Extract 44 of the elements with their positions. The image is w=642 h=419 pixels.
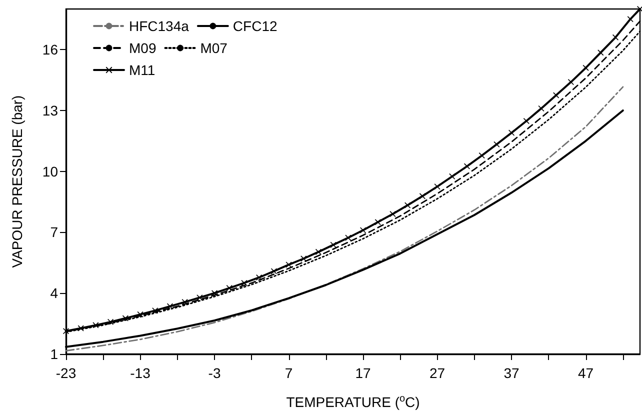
y-tick-label: 13 (42, 102, 58, 118)
point (226, 285, 232, 292)
y-tick-label: 7 (50, 224, 58, 240)
point (63, 328, 69, 334)
legend-label: M09 (129, 40, 156, 56)
point (300, 256, 307, 262)
point (286, 262, 292, 268)
y-tick-label: 1 (50, 346, 58, 362)
point (627, 16, 634, 22)
x-tick-label: 37 (504, 365, 520, 381)
y-tick-label: 10 (42, 163, 58, 180)
legend-label: HFC134a (129, 18, 190, 34)
point (92, 322, 99, 328)
x-tick-label: 17 (355, 365, 372, 381)
point (582, 64, 589, 71)
x-tick-label: -23 (56, 365, 76, 381)
point (374, 219, 381, 226)
x-tick-label: 27 (429, 365, 446, 381)
point (612, 34, 618, 40)
point (637, 6, 642, 12)
point (78, 325, 84, 332)
point (345, 234, 352, 241)
point (256, 274, 262, 280)
point (598, 50, 604, 56)
point (108, 318, 114, 325)
point (449, 173, 456, 180)
point (523, 118, 530, 124)
x-tick-label: 7 (284, 365, 293, 381)
point (419, 193, 426, 200)
point (196, 294, 203, 301)
legend-label: CFC12 (232, 18, 278, 34)
point (568, 79, 574, 86)
x-tick-label: 47 (578, 365, 594, 381)
legend-label: M07 (200, 40, 228, 56)
y-tick-label: 4 (50, 285, 58, 302)
point (330, 242, 336, 248)
legend-label: M11 (129, 62, 156, 78)
point (315, 248, 322, 255)
y-axis-title: VAPOUR PRESSURE (bar) (9, 95, 25, 268)
point (494, 141, 500, 148)
y-tick-label: 16 (42, 42, 58, 58)
x-tick-label: -13 (130, 365, 151, 381)
x-tick-label: -3 (208, 365, 221, 381)
point (152, 308, 158, 314)
